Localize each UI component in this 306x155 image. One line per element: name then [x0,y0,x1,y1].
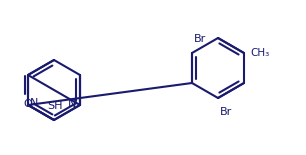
Text: N: N [30,98,38,108]
Text: CH₃: CH₃ [250,48,269,58]
Text: N: N [68,99,76,109]
Text: SH: SH [47,101,63,111]
Text: O: O [24,99,32,109]
Text: Br: Br [220,107,232,117]
Text: Br: Br [194,34,206,44]
